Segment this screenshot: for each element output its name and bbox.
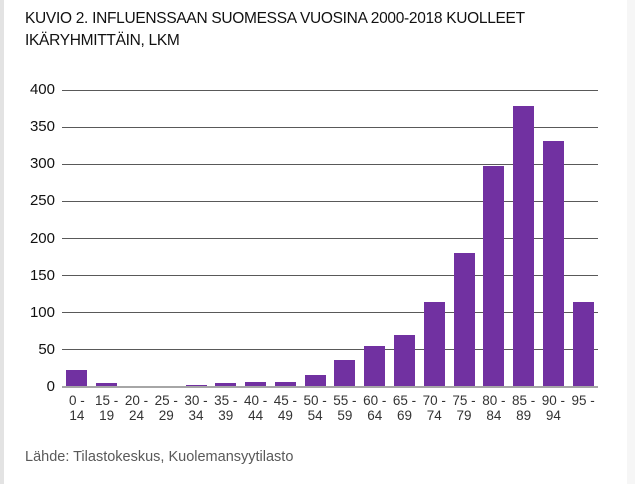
y-axis-tick-label-100: 100 <box>29 303 55 321</box>
bar-60-64 <box>364 346 386 387</box>
y-axis-tick-label-0: 0 <box>46 378 55 395</box>
x-axis-tick-label-90-94: 90 - 94 <box>541 393 566 423</box>
x-axis-tick-label-65-69: 65 - 69 <box>392 393 417 423</box>
x-axis-line <box>62 386 598 388</box>
bar-slot-55-59 <box>330 90 360 387</box>
x-axis-tick-label-75-79: 75 - 79 <box>452 393 476 423</box>
bar-slot-0-14 <box>62 90 92 387</box>
bar-40-44 <box>245 381 267 387</box>
bar-slot-40-44 <box>241 90 271 387</box>
chart-title-line2: IKÄRYHMITTÄIN, LKM <box>25 32 180 49</box>
bar-45-49 <box>274 381 296 387</box>
x-axis-tick-label-60-64: 60 - 64 <box>363 393 387 423</box>
gridline-200 <box>62 238 598 239</box>
x-axis-tick-label-70-74: 70 - 74 <box>422 393 446 423</box>
y-axis-tick-label-350: 350 <box>29 118 55 136</box>
bar-50-54 <box>304 375 326 387</box>
bar-15-19 <box>96 382 118 387</box>
bar-chart: 0 50 100 150 200 250 300 350 400 0 - 14 15 - 19 20… <box>0 82 598 423</box>
y-axis-tick-label-300: 300 <box>29 155 55 173</box>
bar-slot-85-89 <box>509 90 539 387</box>
x-axis-tick-labels: 0 - 14 15 - 19 20 - 24 25 - 29 30 - 34 35 - 3… <box>62 393 598 423</box>
x-axis-tick-label-20-24: 20 - 24 <box>124 393 149 423</box>
bar-30-34 <box>185 384 207 387</box>
bar-slot-65-69 <box>390 90 420 387</box>
bar-85-89 <box>513 105 535 387</box>
bar-slot-30-34 <box>181 90 211 387</box>
bar-slot-20-24 <box>122 90 152 387</box>
bar-slot-80-84 <box>479 90 509 387</box>
x-axis-tick-label-40-44: 40 - 44 <box>243 393 268 423</box>
bar-slot-25-29 <box>151 90 181 387</box>
x-axis-tick-label-15-19: 15 - 19 <box>95 393 119 423</box>
bar-slot-70-74 <box>419 90 449 387</box>
bar-slot-50-54 <box>300 90 330 387</box>
source-note: Lähde: Tilastokeskus, Kuolemansyytilasto <box>25 449 294 465</box>
bar-slot-60-64 <box>360 90 390 387</box>
y-axis-tick-label-400: 400 <box>29 81 55 98</box>
bar-80-84 <box>483 166 505 387</box>
bar-75-79 <box>453 252 475 387</box>
bar-series <box>62 90 598 387</box>
x-axis-tick-label-0-14: 0 - 14 <box>69 393 85 423</box>
gridline-350 <box>62 126 598 128</box>
gridline-50 <box>62 349 598 351</box>
page-left-border <box>0 0 4 484</box>
chart-title-line1: KUVIO 2. INFLUENSSAAN SUOMESSA VUOSINA 2… <box>25 10 525 27</box>
x-axis-tick-label-55-59: 55 - 59 <box>333 393 357 423</box>
y-axis-tick-label-50: 50 <box>38 340 55 358</box>
y-axis-tick-label-150: 150 <box>29 266 55 284</box>
bar-slot-15-19 <box>92 90 122 387</box>
bar-70-74 <box>423 302 445 387</box>
bar-slot-45-49 <box>270 90 300 387</box>
bar-slot-35-39 <box>211 90 241 387</box>
x-axis-tick-label-45-49: 45 - 49 <box>273 393 297 423</box>
bar-95- <box>572 302 594 387</box>
x-axis-tick-label-85-89: 85 - 89 <box>511 393 536 423</box>
bar-55-59 <box>334 359 356 387</box>
bar-65-69 <box>393 335 415 387</box>
bar-slot-75-79 <box>449 90 479 387</box>
page-right-border <box>627 0 635 484</box>
gridline-150 <box>62 275 598 277</box>
x-axis-tick-label-25-29: 25 - 29 <box>154 393 178 423</box>
x-axis-tick-label-30-34: 30 - 34 <box>184 393 208 423</box>
bar-0-14 <box>66 369 88 387</box>
x-axis-tick-label-35-39: 35 - 39 <box>214 393 238 423</box>
x-axis-tick-label-95-: 95 - <box>571 393 595 408</box>
bar-slot-95- <box>568 90 598 387</box>
gridline-400 <box>62 89 598 91</box>
x-axis-tick-label-80-84: 80 - 84 <box>482 393 506 423</box>
bar-slot-90-94 <box>539 90 569 387</box>
gridline-250 <box>62 200 598 202</box>
chart-title: KUVIO 2. INFLUENSSAAN SUOMESSA VUOSINA 2… <box>25 8 600 52</box>
gridline-300 <box>62 163 598 165</box>
x-axis-tick-label-50-54: 50 - 54 <box>303 393 327 423</box>
bar-90-94 <box>542 141 564 387</box>
gridline-100 <box>62 312 598 314</box>
y-axis-tick-label-250: 250 <box>29 192 55 210</box>
y-axis-tick-label-200: 200 <box>29 229 55 247</box>
bar-35-39 <box>215 382 237 387</box>
